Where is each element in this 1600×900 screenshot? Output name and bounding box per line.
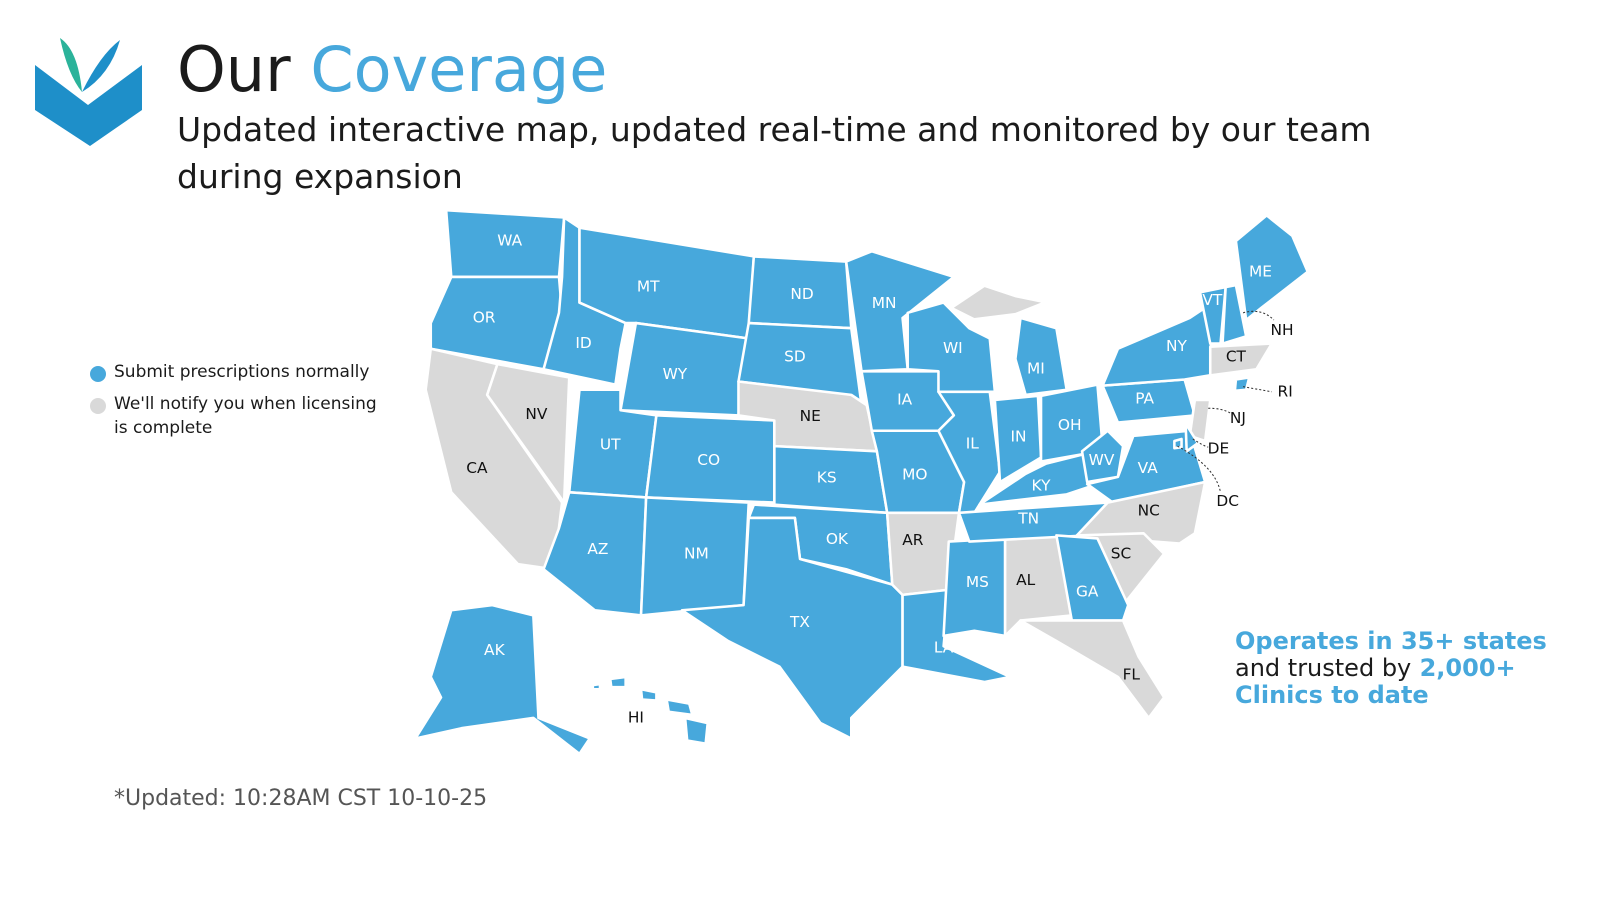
arrow bbox=[1177, 445, 1222, 493]
state-shape bbox=[680, 516, 904, 740]
state-label: NH bbox=[1271, 321, 1294, 339]
state-label: WY bbox=[663, 365, 688, 383]
state-label: MN bbox=[872, 294, 897, 312]
lake-superior bbox=[953, 287, 1042, 318]
state-label: AK bbox=[484, 641, 506, 659]
state-label: MI bbox=[1027, 360, 1045, 378]
state-shape bbox=[1188, 398, 1212, 443]
state-shape bbox=[591, 675, 709, 745]
subtitle: Updated interactive map, updated real-ti… bbox=[177, 110, 1372, 196]
state-label: AR bbox=[902, 531, 924, 549]
legend: Submit prescriptions normally We'll notif… bbox=[90, 360, 380, 448]
state-label: PA bbox=[1135, 389, 1154, 407]
state-label: ID bbox=[575, 334, 591, 352]
state-label: HI bbox=[628, 708, 644, 726]
state-label: IL bbox=[966, 435, 980, 453]
state-label: KY bbox=[1032, 477, 1052, 495]
state-label: LA bbox=[934, 639, 954, 657]
state-label: TX bbox=[789, 613, 810, 631]
arrow bbox=[1208, 407, 1232, 414]
legend-item: Submit prescriptions normally bbox=[90, 360, 380, 384]
state-label: WA bbox=[497, 232, 522, 250]
state-label: OH bbox=[1058, 416, 1082, 434]
state-label: IA bbox=[897, 391, 913, 409]
state-label: KS bbox=[817, 468, 837, 486]
state-label: NY bbox=[1166, 337, 1188, 355]
state-label: NV bbox=[525, 405, 548, 423]
state-label: NC bbox=[1138, 501, 1160, 519]
state-label: MS bbox=[966, 573, 989, 591]
state-label: NE bbox=[800, 407, 821, 425]
state-shape bbox=[1101, 306, 1217, 387]
state-label: RI bbox=[1278, 382, 1293, 400]
callout-line: Clinics to date bbox=[1235, 681, 1429, 709]
state-label: NJ bbox=[1230, 409, 1246, 427]
state-label: GA bbox=[1076, 582, 1099, 600]
callout-line: and trusted by 2,000+ bbox=[1235, 655, 1547, 682]
arrow bbox=[1242, 310, 1275, 321]
state-label: WI bbox=[943, 339, 963, 357]
state-shape bbox=[1184, 422, 1200, 453]
state-label: OK bbox=[826, 530, 849, 548]
callout-text: and trusted by bbox=[1235, 654, 1412, 682]
state-label: FL bbox=[1123, 665, 1141, 683]
state-shape bbox=[1019, 619, 1166, 720]
state-label: DC bbox=[1216, 492, 1239, 510]
state-label: IN bbox=[1010, 427, 1026, 445]
state-label: TN bbox=[1017, 509, 1039, 527]
legend-swatch bbox=[90, 398, 106, 414]
state-shape bbox=[1173, 437, 1183, 450]
state-shape bbox=[1234, 214, 1309, 322]
state-label: ND bbox=[790, 285, 813, 303]
callout-arrows bbox=[1177, 310, 1275, 493]
title-second: Coverage bbox=[310, 33, 608, 106]
state-label: WV bbox=[1089, 451, 1115, 469]
great-lakes bbox=[953, 287, 1042, 318]
state-label: CT bbox=[1226, 347, 1247, 365]
arrow bbox=[1242, 386, 1272, 393]
state-label: NM bbox=[684, 544, 709, 562]
state-label: OR bbox=[473, 308, 496, 326]
state-shape bbox=[1198, 285, 1227, 345]
footnote: *Updated: 10:28AM CST 10-10-25 bbox=[114, 786, 488, 811]
callout-line: Operates in 35+ states bbox=[1235, 627, 1547, 655]
state-label: CO bbox=[697, 451, 720, 469]
arrow bbox=[1192, 438, 1209, 448]
state-shape bbox=[1208, 342, 1274, 377]
state-shape bbox=[485, 362, 571, 504]
state-shape bbox=[1221, 283, 1248, 345]
state-label: ME bbox=[1249, 262, 1272, 280]
state-label: MO bbox=[902, 465, 927, 483]
state-shape bbox=[1075, 480, 1207, 545]
state-label: DE bbox=[1208, 440, 1230, 458]
callout: Operates in 35+ states and trusted by 2,… bbox=[1235, 628, 1547, 709]
state-shape bbox=[414, 603, 592, 756]
state-shape bbox=[1014, 316, 1068, 397]
logo bbox=[35, 38, 142, 146]
state-label: AL bbox=[1016, 571, 1036, 589]
legend-swatch bbox=[90, 366, 106, 382]
state-label: UT bbox=[600, 436, 621, 454]
state-label: VT bbox=[1202, 291, 1223, 309]
title-first: Our bbox=[177, 33, 291, 106]
title: Our Coverage bbox=[177, 30, 607, 110]
state-shape bbox=[1055, 534, 1130, 622]
legend-label: Submit prescriptions normally bbox=[114, 362, 370, 382]
legend-item: We'll notify you when licensing is compl… bbox=[90, 392, 380, 440]
state-label: MT bbox=[637, 278, 660, 296]
state-label: CA bbox=[466, 459, 488, 477]
callout-highlight: 2,000+ bbox=[1419, 654, 1516, 682]
state-label: VA bbox=[1138, 459, 1159, 477]
legend-label: We'll notify you when licensing is compl… bbox=[114, 394, 377, 438]
state-shape bbox=[1080, 429, 1125, 484]
state-shape bbox=[906, 301, 997, 394]
state-label: SC bbox=[1111, 544, 1132, 562]
state-label: AZ bbox=[587, 540, 608, 558]
state-shape bbox=[1233, 376, 1251, 393]
state-label: SD bbox=[784, 347, 806, 365]
